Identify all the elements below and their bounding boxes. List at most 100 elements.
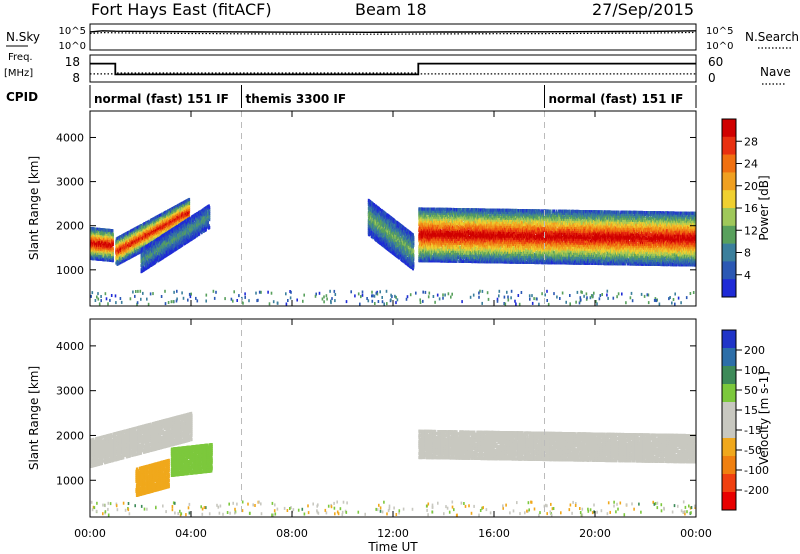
power-cell bbox=[135, 242, 137, 246]
power-cell bbox=[146, 226, 149, 230]
power-cell bbox=[183, 234, 186, 238]
power-cell bbox=[116, 262, 119, 266]
power-cell bbox=[181, 211, 184, 215]
power-cell bbox=[171, 242, 173, 246]
power-cell bbox=[188, 199, 191, 204]
power-cell bbox=[397, 251, 400, 255]
nsearch-series-line bbox=[89, 31, 697, 35]
power-cell bbox=[377, 231, 379, 235]
power-cell bbox=[122, 237, 125, 241]
power-cell bbox=[181, 205, 183, 209]
power-cell bbox=[97, 235, 100, 239]
power-cell bbox=[159, 219, 161, 223]
power-cell bbox=[161, 240, 164, 244]
power-cell bbox=[386, 243, 388, 247]
power-cell bbox=[181, 231, 183, 235]
power-cell bbox=[108, 250, 110, 254]
power-cell bbox=[121, 258, 123, 262]
power-cell bbox=[100, 238, 103, 242]
power-cell bbox=[100, 249, 102, 253]
power-cell bbox=[205, 215, 208, 220]
power-cell bbox=[379, 207, 382, 212]
power-cell bbox=[96, 227, 99, 231]
power-cell bbox=[175, 205, 177, 209]
power-cell bbox=[121, 240, 124, 244]
power-cell bbox=[125, 244, 127, 248]
power-cell bbox=[170, 209, 172, 213]
power-cell bbox=[121, 246, 123, 250]
power-cell bbox=[100, 230, 103, 234]
power-cell bbox=[161, 228, 164, 232]
power-cell bbox=[385, 240, 388, 244]
power-cell bbox=[112, 249, 114, 253]
power-cell bbox=[157, 216, 159, 220]
power-cell bbox=[369, 214, 371, 218]
power-cell bbox=[391, 235, 394, 239]
power-cell bbox=[125, 238, 127, 242]
power-cell bbox=[165, 245, 168, 249]
power-cell bbox=[100, 245, 103, 250]
power-cell bbox=[155, 227, 158, 231]
power-cell bbox=[205, 212, 208, 216]
power-cell bbox=[93, 235, 96, 239]
power-cell bbox=[140, 229, 143, 233]
freq-frame bbox=[89, 54, 697, 83]
power-cell bbox=[119, 260, 122, 265]
power-cell bbox=[393, 234, 395, 238]
power-cell bbox=[196, 220, 198, 224]
power-cell bbox=[148, 262, 151, 267]
power-cell bbox=[129, 246, 131, 250]
power-cell bbox=[165, 210, 168, 214]
power-cell bbox=[394, 233, 396, 237]
power-cell bbox=[375, 212, 377, 216]
power-cell bbox=[102, 252, 105, 256]
power-cell bbox=[177, 209, 180, 213]
power-cell bbox=[146, 262, 149, 266]
power-cell bbox=[123, 243, 125, 247]
power-cell bbox=[204, 223, 206, 227]
power-cell bbox=[371, 215, 373, 219]
power-cell bbox=[173, 244, 176, 248]
power-cell bbox=[104, 252, 107, 256]
power-cell bbox=[97, 229, 100, 233]
power-cell bbox=[199, 210, 201, 214]
power-cell bbox=[105, 238, 108, 242]
power-cell bbox=[171, 243, 174, 248]
station-title: Fort Hays East (fitACF) bbox=[91, 0, 272, 19]
power-cell bbox=[165, 238, 167, 242]
power-cell bbox=[108, 234, 111, 238]
power-cell bbox=[143, 234, 145, 238]
power-cell bbox=[199, 211, 202, 215]
power-cell bbox=[121, 260, 124, 264]
power-cell bbox=[111, 229, 114, 233]
power-cell bbox=[181, 201, 184, 205]
power-cell bbox=[110, 236, 112, 241]
power-cell bbox=[104, 258, 107, 262]
power-cell bbox=[148, 246, 151, 250]
power-cell bbox=[174, 211, 177, 215]
power-cell bbox=[387, 221, 389, 225]
power-cell bbox=[145, 233, 148, 237]
power-cell bbox=[386, 235, 388, 239]
power-cell bbox=[372, 226, 375, 230]
power-cell bbox=[163, 247, 166, 251]
power-cell bbox=[96, 255, 99, 259]
power-cell bbox=[128, 234, 131, 238]
power-cell bbox=[387, 241, 389, 245]
power-cell bbox=[98, 235, 100, 239]
power-cell bbox=[369, 220, 371, 224]
noise-series bbox=[89, 30, 697, 35]
power-cell bbox=[132, 241, 135, 246]
power-cell bbox=[396, 243, 399, 247]
power-cell bbox=[136, 249, 139, 253]
power-cell bbox=[143, 266, 145, 270]
power-cell bbox=[104, 228, 107, 232]
power-cell bbox=[177, 246, 179, 250]
power-cell bbox=[385, 244, 388, 248]
power-cell bbox=[108, 250, 111, 254]
power-cell bbox=[153, 253, 156, 257]
power-cell bbox=[177, 221, 180, 225]
power-cell bbox=[173, 228, 176, 232]
power-cell bbox=[183, 206, 186, 210]
power-cell bbox=[157, 214, 159, 218]
